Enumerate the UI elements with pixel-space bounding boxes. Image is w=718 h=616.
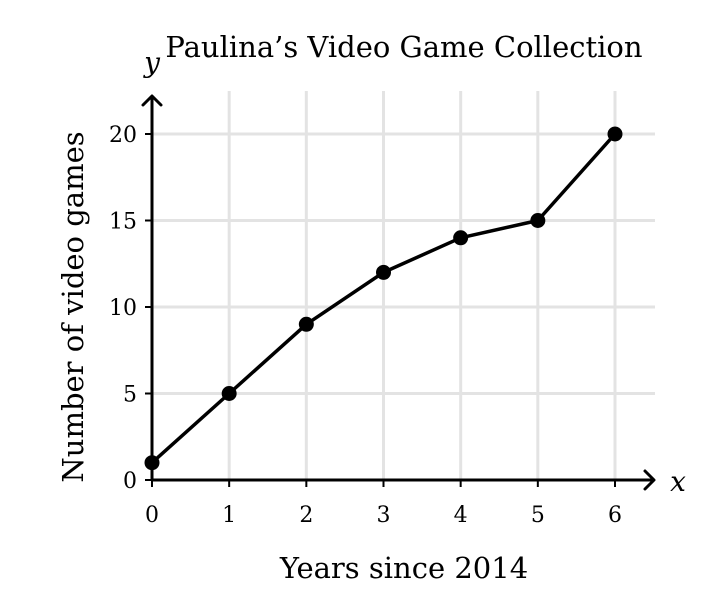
data-point xyxy=(530,213,546,228)
data-point xyxy=(144,455,160,471)
y-axis-label: Number of video games xyxy=(56,131,90,482)
x-tick-labels: 0 1 2 3 4 5 6 xyxy=(145,480,622,528)
data-point xyxy=(453,230,469,246)
data-point xyxy=(298,316,314,332)
data-point xyxy=(376,264,391,280)
y-tick-label: 20 xyxy=(109,123,137,148)
y-axis-variable: y xyxy=(142,46,161,79)
x-tick-label: 5 xyxy=(531,503,545,528)
chart-title: Paulina’s Video Game Collection xyxy=(165,30,642,64)
data-point xyxy=(607,126,623,142)
x-tick-label: 6 xyxy=(608,503,622,528)
x-tick-label: 2 xyxy=(299,503,313,528)
data-point xyxy=(221,386,237,401)
x-axis-variable: x xyxy=(670,465,686,498)
x-axis-arrowhead xyxy=(643,469,656,491)
series xyxy=(144,126,623,471)
y-axis-arrowhead xyxy=(141,94,163,107)
y-tick-label: 15 xyxy=(109,210,137,235)
x-tick-label: 3 xyxy=(377,503,391,528)
grid xyxy=(152,91,655,480)
x-tick-label: 4 xyxy=(454,503,468,528)
y-tick-label: 10 xyxy=(109,296,137,321)
y-tick-label: 5 xyxy=(123,383,137,408)
x-axis-label: Years since 2014 xyxy=(279,551,528,585)
y-tick-label: 0 xyxy=(123,469,137,494)
x-tick-label: 0 xyxy=(145,503,159,528)
x-tick-label: 1 xyxy=(222,503,236,528)
y-tick-labels: 0 5 10 15 20 xyxy=(109,123,152,494)
axes xyxy=(141,94,656,491)
